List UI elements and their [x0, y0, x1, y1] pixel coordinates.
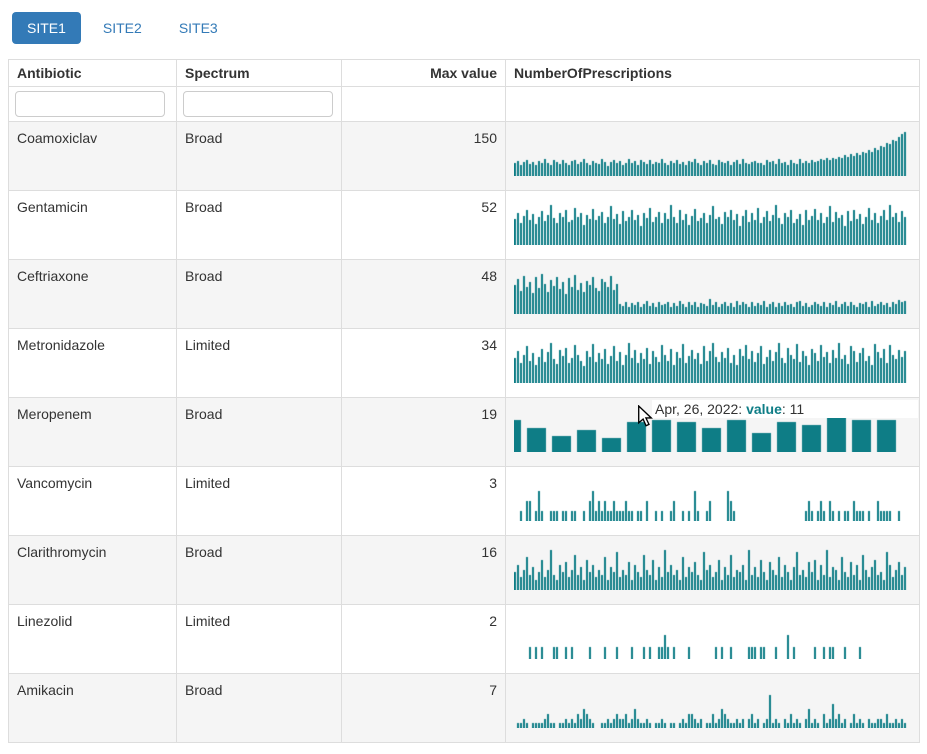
table-row: Vancomycin Limited 3 — [8, 466, 920, 536]
tab-site2[interactable]: SITE2 — [102, 20, 142, 36]
cell-max-value: 7 — [341, 673, 506, 743]
antibiotics-table: Antibiotic Spectrum Max value NumberOfPr… — [8, 59, 920, 743]
cell-antibiotic: Metronidazole — [8, 328, 177, 398]
cell-spectrum: Limited — [176, 604, 342, 674]
tooltip-value: : 11 — [781, 401, 805, 417]
tab-site3[interactable]: SITE3 — [178, 20, 218, 36]
cell-sparkline: Apr, 26, 2022: value: 11 — [505, 397, 920, 467]
cell-sparkline — [505, 259, 920, 329]
cell-max-value: 52 — [341, 190, 506, 260]
cell-sparkline — [505, 466, 920, 536]
column-header-prescriptions: NumberOfPrescriptions — [505, 59, 920, 87]
table-row: Meropenem Broad 19 Apr, 26, 2022: value: 11 — [8, 397, 920, 467]
table-row: Linezolid Limited 2 — [8, 604, 920, 674]
cell-antibiotic: Coamoxiclav — [8, 121, 177, 191]
cell-max-value: 19 — [341, 397, 506, 467]
filter-input-antibiotic[interactable] — [15, 91, 165, 117]
cell-spectrum: Limited — [176, 466, 342, 536]
tooltip-date: Apr, 26, 2022: — [655, 401, 747, 417]
cell-antibiotic: Meropenem — [8, 397, 177, 467]
cell-spectrum: Broad — [176, 535, 342, 605]
cell-max-value: 16 — [341, 535, 506, 605]
cell-max-value: 150 — [341, 121, 506, 191]
column-header-max-value: Max value — [341, 59, 506, 87]
sparkline-chart[interactable] — [514, 268, 910, 314]
sparkline-chart[interactable] — [514, 130, 910, 176]
cell-spectrum: Broad — [176, 190, 342, 260]
cell-spectrum: Limited — [176, 328, 342, 398]
table-row: Ceftriaxone Broad 48 — [8, 259, 920, 329]
sparkline-tooltip: Apr, 26, 2022: value: 11 — [652, 400, 918, 418]
cell-sparkline — [505, 328, 920, 398]
cell-sparkline — [505, 190, 920, 260]
cell-sparkline — [505, 121, 920, 191]
cell-max-value: 2 — [341, 604, 506, 674]
sparkline-chart[interactable] — [514, 682, 910, 728]
sparkline-chart[interactable] — [514, 475, 910, 521]
tab-site1[interactable]: SITE1 — [12, 12, 81, 44]
cell-spectrum: Broad — [176, 259, 342, 329]
cell-antibiotic: Ceftriaxone — [8, 259, 177, 329]
sparkline-chart[interactable] — [514, 337, 910, 383]
table-row: Coamoxiclav Broad 150 — [8, 121, 920, 191]
sparkline-chart[interactable] — [514, 613, 910, 659]
cell-max-value: 3 — [341, 466, 506, 536]
filter-row — [8, 86, 920, 122]
cell-antibiotic: Gentamicin — [8, 190, 177, 260]
table-row: Gentamicin Broad 52 — [8, 190, 920, 260]
cell-spectrum: Broad — [176, 121, 342, 191]
cell-max-value: 34 — [341, 328, 506, 398]
header-row: Antibiotic Spectrum Max value NumberOfPr… — [8, 59, 920, 87]
sparkline-chart[interactable] — [514, 544, 910, 590]
filter-input-spectrum[interactable] — [183, 91, 333, 117]
filter-cell-empty — [505, 86, 920, 122]
cell-max-value: 48 — [341, 259, 506, 329]
column-header-spectrum: Spectrum — [176, 59, 342, 87]
cell-spectrum: Broad — [176, 397, 342, 467]
cell-antibiotic: Vancomycin — [8, 466, 177, 536]
column-header-antibiotic: Antibiotic — [8, 59, 177, 87]
cell-antibiotic: Linezolid — [8, 604, 177, 674]
table-row: Amikacin Broad 7 — [8, 673, 920, 743]
cell-sparkline — [505, 535, 920, 605]
cell-antibiotic: Amikacin — [8, 673, 177, 743]
table-row: Clarithromycin Broad 16 — [8, 535, 920, 605]
cell-spectrum: Broad — [176, 673, 342, 743]
site-tabs: SITE1 SITE2 SITE3 — [12, 12, 919, 44]
cell-sparkline — [505, 604, 920, 674]
tooltip-label: value — [746, 401, 782, 417]
cell-sparkline — [505, 673, 920, 743]
mouse-cursor-icon — [638, 405, 653, 427]
sparkline-chart[interactable] — [514, 199, 910, 245]
table-row: Metronidazole Limited 34 — [8, 328, 920, 398]
filter-cell-empty — [341, 86, 506, 122]
cell-antibiotic: Clarithromycin — [8, 535, 177, 605]
